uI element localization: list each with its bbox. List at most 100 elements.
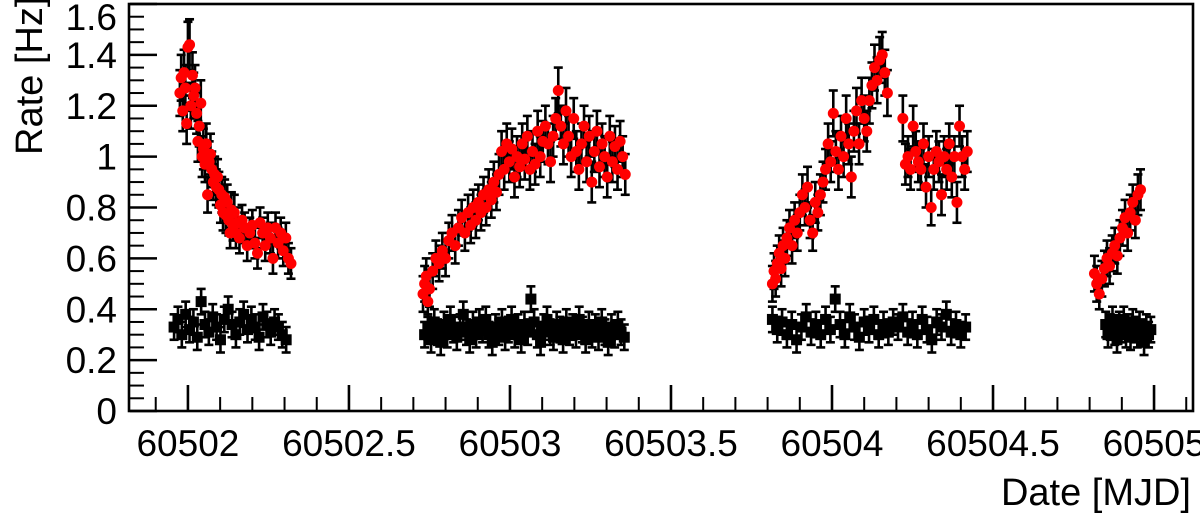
data-point-square (257, 311, 269, 323)
data-point-circle (925, 202, 937, 213)
data-point-square (1138, 336, 1150, 348)
data-point-circle (192, 135, 204, 147)
data-point-circle (204, 148, 216, 160)
data-point-square (515, 334, 527, 346)
x-tick-label: 60505 (1103, 423, 1200, 464)
data-point-circle (591, 125, 603, 137)
data-point-circle (840, 112, 852, 124)
data-point-circle (617, 151, 629, 163)
data-point-circle (1093, 288, 1105, 300)
data-point-square (580, 334, 592, 346)
data-point-circle (601, 171, 613, 183)
data-point-circle (905, 163, 917, 175)
y-tick-label: 0.4 (66, 289, 117, 330)
data-point-square (506, 313, 518, 325)
data-point-circle (519, 153, 531, 165)
data-point-square (824, 324, 836, 336)
x-tick-label: 60502 (136, 423, 239, 464)
data-point-circle (917, 138, 929, 150)
data-point-square (829, 293, 841, 305)
x-axis-title: Date [MJD] (1001, 472, 1191, 513)
data-point-square (547, 331, 559, 343)
data-point-circle (583, 130, 595, 142)
data-point-square (766, 313, 778, 325)
data-point-square (435, 336, 447, 348)
data-point-square (609, 329, 621, 341)
data-point-square (261, 319, 273, 331)
data-point-square (557, 334, 569, 346)
data-point-square (168, 321, 180, 333)
data-point-square (496, 316, 508, 328)
data-point-circle (843, 138, 855, 150)
data-point-square (214, 334, 226, 346)
data-point-square (583, 319, 595, 331)
data-point-square (791, 334, 803, 346)
data-point-circle (262, 222, 274, 234)
data-point-square (499, 331, 511, 343)
data-point-circle (825, 156, 837, 168)
data-point-square (191, 331, 203, 343)
data-point-circle (184, 39, 196, 51)
data-point-circle (539, 120, 551, 132)
data-point-circle (850, 105, 862, 117)
data-point-square (940, 308, 952, 320)
y-tick-label: 0.6 (66, 238, 117, 279)
data-point-square (560, 316, 572, 328)
data-point-square (1134, 319, 1146, 331)
data-point-circle (560, 105, 572, 117)
data-point-circle (449, 240, 461, 252)
data-point-circle (177, 105, 189, 117)
x-axis: 60502 60502.5 60503 60503.5 60504 60504.5 6050… (136, 385, 1200, 464)
data-point-square (218, 313, 230, 325)
data-point-square (428, 316, 440, 328)
data-point-square (853, 331, 865, 343)
data-point-square (207, 311, 219, 323)
data-point-circle (459, 227, 471, 239)
data-point-square (863, 324, 875, 336)
data-point-circle (573, 163, 585, 175)
data-point-circle (822, 138, 834, 150)
data-point-circle (568, 112, 580, 124)
data-point-circle (267, 252, 279, 264)
data-point-circle (179, 82, 191, 94)
data-point-square (820, 313, 832, 325)
data-point-square (242, 324, 254, 336)
data-point-square (815, 329, 827, 341)
data-point-circle (254, 217, 266, 229)
data-point-square (795, 321, 807, 333)
y-axis: 0 0.2 0.4 0.6 0.8 1 1.2 1.41.6 (66, 0, 157, 432)
data-point-square (1106, 313, 1118, 325)
data-point-circle (251, 247, 263, 259)
data-point-circle (802, 181, 814, 193)
data-point-circle (547, 130, 559, 142)
series-high-rate (174, 17, 1147, 319)
data-point-square (486, 336, 498, 348)
data-point-square (810, 319, 822, 331)
data-point-square (834, 319, 846, 331)
data-point-square (786, 319, 798, 331)
data-point-square (570, 329, 582, 341)
data-point-square (844, 311, 856, 323)
data-point-circle (838, 151, 850, 163)
data-point-square (470, 329, 482, 341)
plot-frame (127, 2, 1195, 413)
data-point-circle (212, 171, 224, 183)
data-point-square (1118, 313, 1130, 325)
high-rate-source-errorbars (175, 17, 1146, 319)
data-point-square (444, 313, 456, 325)
data-point-circle (228, 207, 240, 219)
data-point-circle (935, 189, 947, 201)
data-point-square (907, 319, 919, 331)
data-point-square (1102, 329, 1114, 341)
data-point-square (935, 321, 947, 333)
data-point-square (464, 334, 476, 346)
y-tick-label: 0.2 (66, 340, 117, 381)
data-point-square (473, 316, 485, 328)
data-point-circle (612, 163, 624, 175)
data-point-square (230, 329, 242, 341)
y-tick-label: 1.2 (66, 86, 117, 127)
data-point-square (567, 321, 579, 333)
data-point-circle (1122, 227, 1134, 239)
data-point-square (454, 321, 466, 333)
